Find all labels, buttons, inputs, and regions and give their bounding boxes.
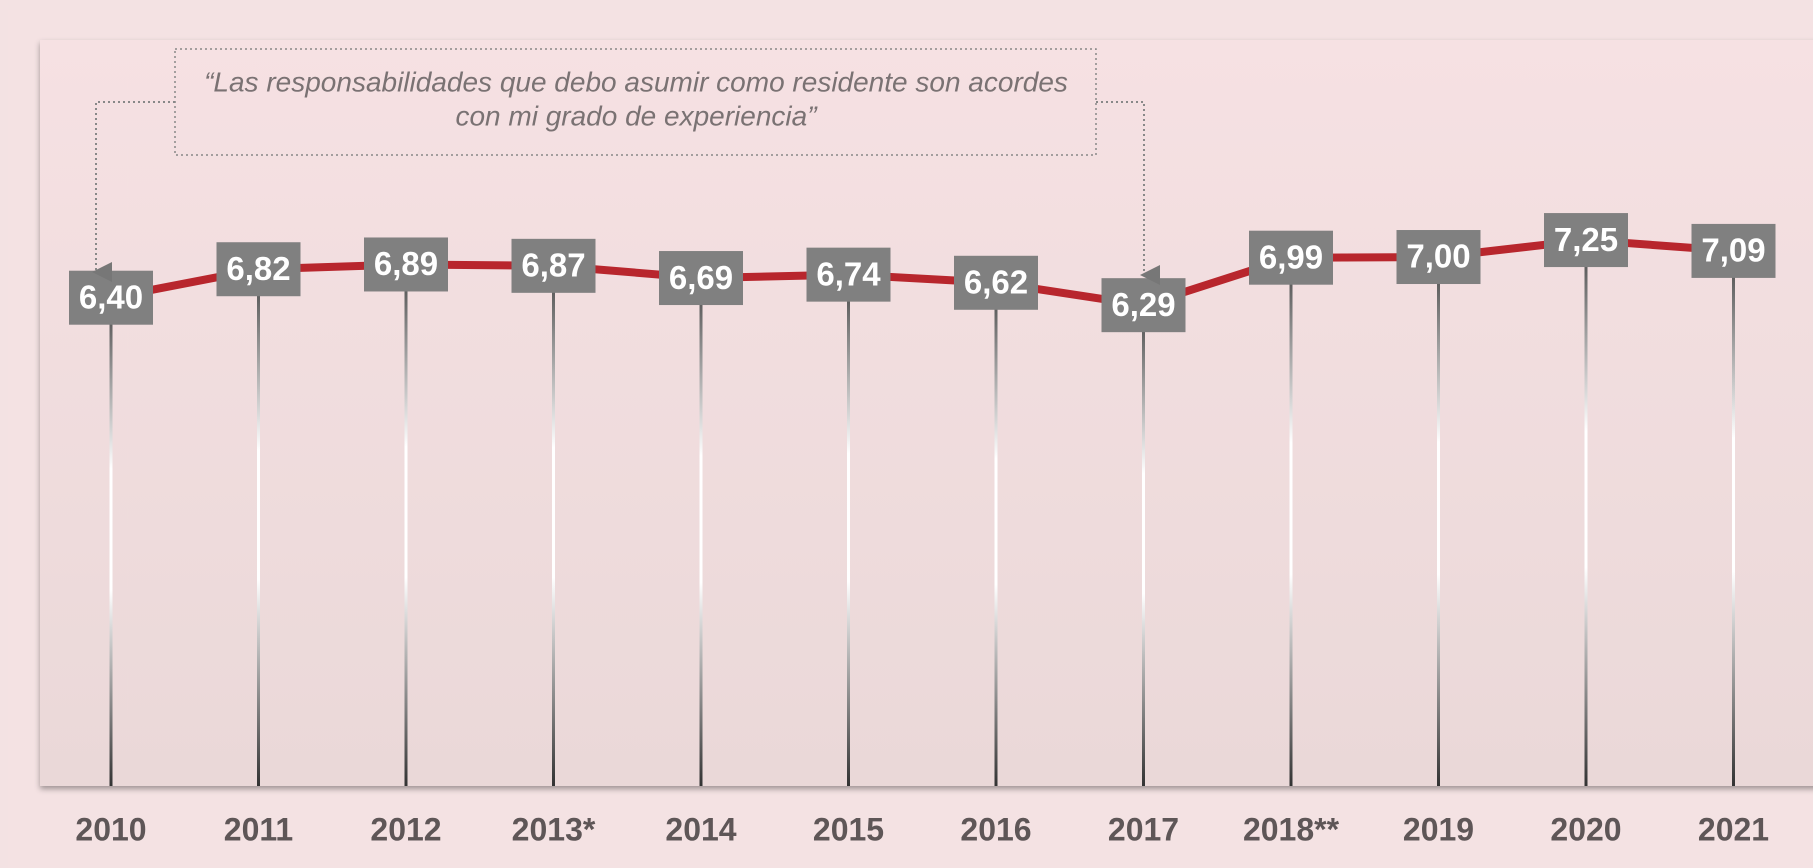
x-tick-label: 2017 [1108,811,1179,847]
x-tick-label: 2011 [224,811,293,847]
annotation-text: “Las responsabilidades que debo asumir c… [204,66,1068,97]
drop-line [994,282,998,786]
value-label-box [1544,213,1628,268]
value-label-box [511,238,596,293]
x-tick-label: 2019 [1403,811,1474,847]
value-label: 6,99 [1259,238,1323,275]
drop-line [1584,240,1588,787]
value-label: 6,69 [669,259,733,296]
x-tick-label: 2016 [960,811,1031,847]
annotation-connector [92,101,175,282]
drop-line [109,297,113,786]
drop-line [552,265,555,786]
value-label-box [659,251,743,306]
drop-line [1142,305,1145,786]
drop-line [404,264,408,787]
drop-line [257,269,260,786]
x-tick-label: 2018** [1243,811,1340,847]
value-label-box [1249,230,1333,285]
plot-area [40,40,1813,786]
annotation-connector [1096,101,1160,285]
drop-line [699,278,703,786]
value-label: 6,89 [374,245,438,282]
value-label-box [806,247,891,302]
value-label: 7,00 [1406,238,1470,275]
drop-line [1732,250,1735,786]
value-label: 7,25 [1554,221,1618,258]
value-label-box [1691,223,1776,278]
value-label: 6,74 [816,255,881,292]
value-label: 6,82 [226,250,290,287]
value-label: 6,29 [1111,286,1175,323]
value-label-box [1396,230,1481,285]
drop-line [1289,257,1293,786]
value-label: 6,87 [521,247,585,284]
x-tick-label: 2014 [665,811,736,847]
drop-line [847,274,850,786]
x-tick-label: 2013* [512,811,596,847]
value-label-box [1101,278,1186,333]
x-tick-label: 2020 [1550,811,1621,847]
value-label-box [364,237,448,292]
annotation-text: con mi grado de experiencia” [455,100,818,131]
drop-line [1437,257,1440,786]
value-label-box [216,242,301,297]
x-tick-label: 2010 [75,811,146,847]
x-tick-label: 2021 [1698,811,1769,847]
x-tick-label: 2015 [813,811,884,847]
value-label: 6,40 [79,278,143,315]
x-tick-label: 2012 [370,811,441,847]
value-label-box [954,255,1038,310]
value-label: 7,09 [1701,232,1765,269]
value-label: 6,62 [964,264,1028,301]
